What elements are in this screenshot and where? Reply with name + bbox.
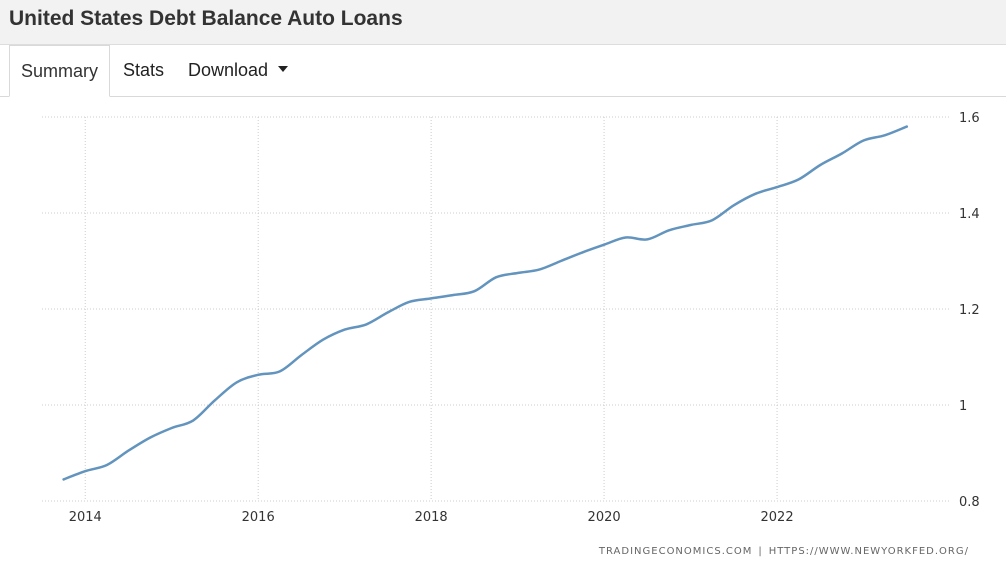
tab-stats[interactable]: Stats: [123, 60, 165, 80]
source-tradingeconomics[interactable]: TRADINGECONOMICS.COM: [598, 546, 753, 557]
tab-download-label: Download: [188, 60, 269, 80]
title-bar: United States Debt Balance Auto Loans: [0, 0, 1006, 45]
tab-bar: Summary Stats Download: [0, 45, 1006, 97]
tab-download[interactable]: Download: [188, 45, 289, 96]
x-tick-label: 2020: [588, 510, 621, 525]
y-tick-label: 1: [959, 399, 967, 414]
tab-summary[interactable]: Summary: [9, 45, 110, 97]
y-tick-label: 0.8: [959, 495, 980, 510]
source-separator: |: [758, 546, 763, 557]
x-tick-label: 2014: [69, 510, 102, 525]
y-tick-label: 1.6: [959, 111, 980, 126]
x-tick-label: 2018: [415, 510, 448, 525]
x-tick-label: 2016: [242, 510, 275, 525]
page-title: United States Debt Balance Auto Loans: [9, 7, 403, 30]
line-chart: 0.8 1 1.2 1.4 1.6 2014 2016 2018 2020 2022: [42, 111, 980, 525]
x-tick-label: 2022: [761, 510, 794, 525]
y-tick-label: 1.2: [959, 303, 980, 318]
source-credit: TRADINGECONOMICS.COM | HTTPS://WWW.NEWYORK…: [599, 546, 969, 557]
source-newyorkfed[interactable]: HTTPS://WWW.NEWYORKFED.ORG/: [768, 546, 969, 557]
caret-down-icon: [278, 66, 289, 73]
series-line: [62, 125, 909, 481]
y-tick-label: 1.4: [959, 207, 980, 222]
